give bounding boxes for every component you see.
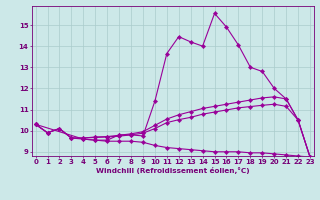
X-axis label: Windchill (Refroidissement éolien,°C): Windchill (Refroidissement éolien,°C): [96, 167, 250, 174]
